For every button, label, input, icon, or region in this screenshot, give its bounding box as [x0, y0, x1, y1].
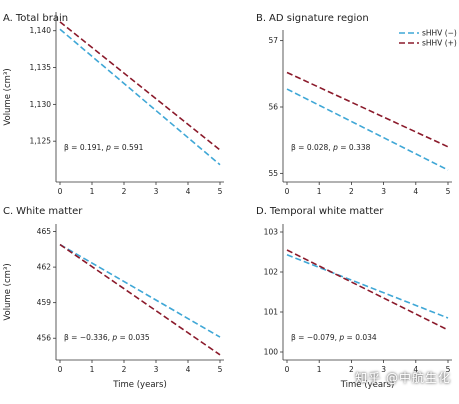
x-tick-label: 3 — [381, 187, 386, 196]
stat-beta: β = 0.028, — [291, 143, 333, 152]
y-tick-label: 102 — [264, 268, 279, 277]
x-tick-label: 1 — [90, 187, 95, 196]
x-axis-title: Time (years) — [340, 380, 395, 390]
x-axis-title: Time (years) — [112, 380, 167, 390]
watermark: 知乎 @中航生化 — [355, 371, 451, 385]
series-line-pos — [59, 243, 221, 356]
x-tick-label: 5 — [446, 187, 451, 196]
panel-title-text: White matter — [16, 206, 83, 217]
y-tick-label: 100 — [264, 348, 279, 357]
stat-p-value: = 0.035 — [117, 333, 150, 342]
stat-annotation: β = −0.336, p = 0.035 — [64, 333, 150, 342]
panel-title: C. White matter — [3, 206, 83, 217]
y-tick-label: 462 — [37, 263, 52, 272]
x-tick-label: 3 — [154, 187, 159, 196]
stat-p-value: = 0.034 — [344, 333, 377, 342]
y-tick-label: 103 — [264, 228, 279, 237]
stat-p-label: p — [105, 143, 111, 152]
x-tick-label: 0 — [285, 365, 290, 374]
series-line-pos — [286, 71, 449, 148]
y-axis-title: Volume (cm³) — [3, 68, 13, 125]
stat-p-value: = 0.338 — [338, 143, 371, 152]
stat-annotation: β = −0.079, p = 0.034 — [291, 333, 377, 342]
panel-title-text: Total brain — [15, 13, 68, 24]
x-tick-label: 1 — [317, 187, 322, 196]
panel-letter: C. — [3, 206, 13, 217]
series-line-neg — [59, 28, 221, 166]
stat-annotation: β = 0.028, p = 0.338 — [291, 143, 371, 152]
x-tick-label: 2 — [122, 365, 127, 374]
legend-label: sHHV (+) — [422, 39, 457, 48]
x-tick-label: 4 — [186, 365, 191, 374]
x-tick-label: 0 — [58, 365, 63, 374]
stat-beta: β = 0.191, — [64, 143, 106, 152]
x-tick-label: 5 — [446, 365, 451, 374]
y-tick-label: 465 — [37, 227, 52, 236]
series-line-neg — [286, 254, 449, 319]
stat-p-label: p — [111, 333, 117, 342]
panel-title: D. Temporal white matter — [256, 206, 384, 217]
series-line-neg — [286, 88, 449, 171]
series-line-pos — [59, 21, 221, 151]
y-tick-label: 459 — [37, 298, 52, 307]
panel-letter: D. — [256, 206, 267, 217]
x-tick-label: 4 — [413, 187, 418, 196]
y-tick-label: 56 — [268, 102, 278, 111]
x-tick-label: 4 — [186, 187, 191, 196]
x-tick-label: 2 — [122, 187, 127, 196]
y-tick-label: 101 — [264, 308, 279, 317]
x-tick-label: 5 — [218, 187, 223, 196]
stat-p-label: p — [338, 333, 344, 342]
panel-title-text: AD signature region — [269, 13, 369, 24]
y-tick-label: 1,125 — [30, 137, 52, 146]
stat-annotation: β = 0.191, p = 0.591 — [64, 143, 144, 152]
panel-title: A. Total brain — [3, 13, 68, 24]
y-axis-title: Volume (cm³) — [3, 263, 13, 320]
x-tick-label: 1 — [317, 365, 322, 374]
x-tick-label: 3 — [154, 365, 159, 374]
y-tick-label: 1,135 — [30, 63, 52, 72]
x-tick-label: 1 — [90, 365, 95, 374]
x-tick-label: 5 — [218, 365, 223, 374]
panel-title: B. AD signature region — [256, 13, 369, 24]
x-tick-label: 0 — [285, 187, 290, 196]
stat-beta: β = −0.336, — [64, 333, 112, 342]
series-line-pos — [286, 249, 449, 331]
y-tick-label: 1,130 — [30, 100, 52, 109]
y-tick-label: 55 — [268, 169, 278, 178]
x-tick-label: 0 — [58, 187, 63, 196]
x-tick-label: 2 — [349, 187, 354, 196]
panel-title-text: Temporal white matter — [269, 206, 384, 217]
x-tick-label: 4 — [413, 365, 418, 374]
legend-label: sHHV (−) — [422, 29, 457, 38]
y-tick-label: 57 — [268, 36, 278, 45]
y-tick-label: 456 — [37, 334, 52, 343]
stat-p-value: = 0.591 — [111, 143, 144, 152]
series-line-neg — [59, 243, 221, 338]
x-tick-label: 2 — [349, 365, 354, 374]
stat-p-label: p — [332, 143, 338, 152]
stat-beta: β = −0.079, — [291, 333, 339, 342]
panel-letter: A. — [3, 13, 13, 24]
y-tick-label: 1,140 — [30, 26, 52, 35]
panel-letter: B. — [256, 13, 266, 24]
x-tick-label: 3 — [381, 365, 386, 374]
